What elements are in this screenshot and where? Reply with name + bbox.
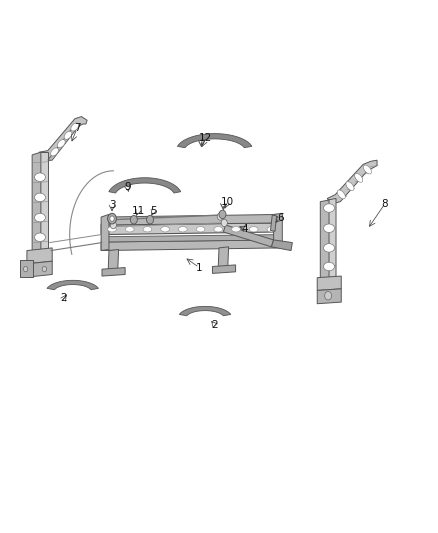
Polygon shape xyxy=(27,248,52,264)
Ellipse shape xyxy=(64,131,72,139)
Polygon shape xyxy=(102,268,125,276)
Circle shape xyxy=(110,221,117,229)
Circle shape xyxy=(147,215,153,224)
Ellipse shape xyxy=(71,123,79,131)
Polygon shape xyxy=(223,225,274,247)
Circle shape xyxy=(325,292,332,300)
Ellipse shape xyxy=(364,165,371,174)
Polygon shape xyxy=(47,280,99,290)
Polygon shape xyxy=(317,276,341,290)
Polygon shape xyxy=(108,249,119,273)
Text: 3: 3 xyxy=(109,200,115,211)
Ellipse shape xyxy=(324,262,335,271)
Ellipse shape xyxy=(125,227,134,232)
Ellipse shape xyxy=(57,140,65,148)
Ellipse shape xyxy=(35,173,46,181)
Text: 5: 5 xyxy=(150,206,157,216)
Circle shape xyxy=(42,266,46,272)
Polygon shape xyxy=(327,160,377,204)
Polygon shape xyxy=(109,177,181,193)
Text: 12: 12 xyxy=(199,133,212,143)
Text: 6: 6 xyxy=(277,213,283,223)
Polygon shape xyxy=(327,198,336,278)
Ellipse shape xyxy=(232,227,240,232)
Ellipse shape xyxy=(355,173,363,182)
Circle shape xyxy=(110,216,114,221)
Text: 2: 2 xyxy=(61,293,67,303)
Polygon shape xyxy=(32,152,41,253)
Polygon shape xyxy=(272,240,292,251)
Text: 7: 7 xyxy=(74,123,81,133)
Text: 8: 8 xyxy=(381,199,388,209)
Polygon shape xyxy=(101,240,280,251)
Polygon shape xyxy=(179,306,231,316)
Circle shape xyxy=(108,213,117,224)
Circle shape xyxy=(131,215,138,224)
Polygon shape xyxy=(48,127,77,160)
Circle shape xyxy=(108,215,114,222)
Polygon shape xyxy=(39,117,87,160)
Text: 9: 9 xyxy=(124,182,131,192)
Ellipse shape xyxy=(51,148,58,156)
Circle shape xyxy=(217,213,223,220)
Polygon shape xyxy=(39,152,48,251)
Ellipse shape xyxy=(143,227,152,232)
Text: 1: 1 xyxy=(196,263,203,272)
Text: 2: 2 xyxy=(211,320,218,330)
Ellipse shape xyxy=(35,213,46,222)
Ellipse shape xyxy=(214,227,223,232)
Text: 10: 10 xyxy=(221,197,234,207)
Circle shape xyxy=(219,210,226,219)
Polygon shape xyxy=(212,265,236,273)
Text: 11: 11 xyxy=(131,206,145,216)
Polygon shape xyxy=(101,223,280,235)
Circle shape xyxy=(221,219,227,227)
Ellipse shape xyxy=(35,193,46,201)
Polygon shape xyxy=(101,235,281,242)
Ellipse shape xyxy=(324,244,335,252)
Polygon shape xyxy=(274,213,283,248)
Ellipse shape xyxy=(337,190,345,199)
Ellipse shape xyxy=(179,227,187,232)
Circle shape xyxy=(23,266,28,272)
Ellipse shape xyxy=(324,224,335,232)
Polygon shape xyxy=(101,214,109,251)
Ellipse shape xyxy=(249,227,258,232)
Polygon shape xyxy=(20,260,33,277)
Ellipse shape xyxy=(108,227,117,232)
Ellipse shape xyxy=(161,227,170,232)
Polygon shape xyxy=(177,134,252,148)
Ellipse shape xyxy=(196,227,205,232)
Ellipse shape xyxy=(267,227,276,232)
Ellipse shape xyxy=(324,204,335,212)
Polygon shape xyxy=(101,214,283,225)
Polygon shape xyxy=(218,247,229,270)
Ellipse shape xyxy=(35,233,46,241)
Polygon shape xyxy=(271,215,277,231)
Polygon shape xyxy=(320,200,329,280)
Polygon shape xyxy=(27,261,52,277)
Polygon shape xyxy=(317,289,341,304)
Text: 4: 4 xyxy=(242,224,248,235)
Ellipse shape xyxy=(346,182,354,191)
